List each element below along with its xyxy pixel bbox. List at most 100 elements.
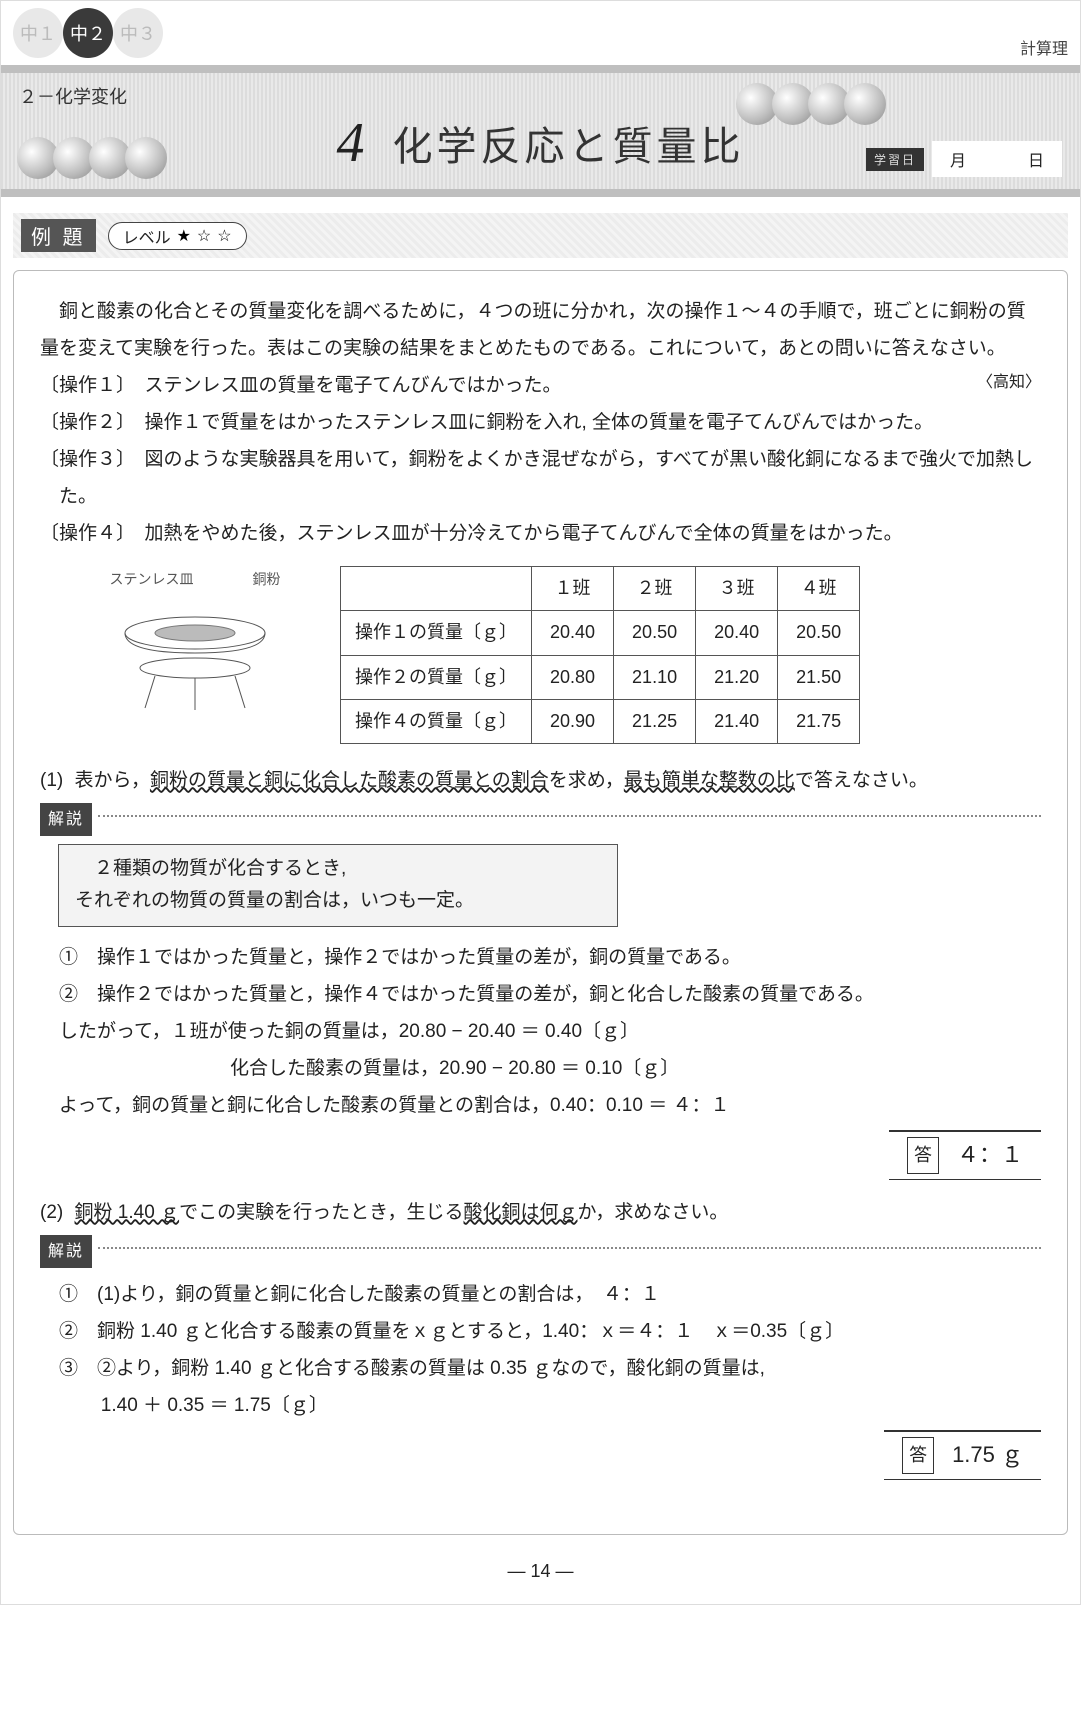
q2-step-1: ① (1)より，銅の質量と銅に化合した酸素の質量との割合は， ４：１ — [40, 1276, 1041, 1313]
star-icon: ★ — [177, 226, 191, 246]
table-header-row: １班 ２班 ３班 ４班 — [341, 567, 860, 611]
q1-step-2: ② 操作２ではかった質量と，操作４ではかった質量の差が，銅と化合した酸素の質量で… — [40, 976, 1041, 1013]
operation-3: 〔操作３〕 図のような実験器具を用いて，銅粉をよくかき混ぜながら，すべてが黒い酸… — [40, 441, 1041, 515]
cell: 21.10 — [614, 655, 696, 699]
q1-text: を求め， — [549, 770, 624, 791]
grade-tabs: 中１ 中２ 中３ — [13, 8, 163, 58]
q1-answer: ４：１ — [957, 1134, 1023, 1177]
table-row: 操作４の質量〔ｇ〕 20.90 21.25 21.40 21.75 — [341, 699, 860, 743]
answer-label: 答 — [902, 1437, 934, 1474]
grade-tab-1[interactable]: 中１ — [13, 8, 63, 58]
chapter-header: ２－化学変化 4 化学反応と質量比 学習日 月 日 — [1, 65, 1080, 197]
explanation-badge: 解説 — [40, 803, 92, 836]
q1-calc-2: 化合した酸素の質量は，20.90 − 20.80 ＝ 0.10〔ｇ〕 — [40, 1050, 1041, 1087]
row-head: 操作２の質量〔ｇ〕 — [341, 655, 532, 699]
row-head: 操作１の質量〔ｇ〕 — [341, 611, 532, 655]
month-label: 月 — [950, 147, 966, 171]
day-label: 日 — [1028, 147, 1044, 171]
q2-step-2: ② 銅粉 1.40 ｇと化合する酸素の質量をｘｇとすると，1.40：ｘ＝４：１ … — [40, 1313, 1041, 1350]
q1-answer-row: 答 ４：１ — [40, 1130, 1041, 1180]
chapter-number: 4 — [337, 111, 365, 175]
q2-underline-2: 酸化銅は何ｇ — [464, 1202, 578, 1223]
level-label: レベル — [123, 224, 171, 248]
decoration-right — [736, 83, 880, 125]
col-header: １班 — [532, 567, 614, 611]
q1-step-1: ① 操作１ではかった質量と，操作２ではかった質量の差が，銅の質量である。 — [40, 939, 1041, 976]
content-card: 銅と酸素の化合とその質量変化を調べるために，４つの班に分かれ，次の操作１～４の手… — [13, 270, 1068, 1535]
q2-text: か，求めなさい。 — [578, 1202, 729, 1223]
table-row: 操作１の質量〔ｇ〕 20.40 20.50 20.40 20.50 — [341, 611, 860, 655]
note-line-2: それぞれの物質の質量の割合は，いつも一定。 — [75, 885, 601, 917]
figure-label-powder: 銅粉 — [253, 566, 281, 593]
mass-table: １班 ２班 ３班 ４班 操作１の質量〔ｇ〕 20.40 20.50 20.40 … — [340, 566, 860, 743]
intro-text: 銅と酸素の化合とその質量変化を調べるために，４つの班に分かれ，次の操作１～４の手… — [40, 301, 1026, 359]
cell: 20.50 — [778, 611, 860, 655]
explanation-badge: 解説 — [40, 1235, 92, 1268]
table-corner — [341, 567, 532, 611]
q1-text: で答えなさい。 — [795, 770, 928, 791]
q1-number: (1) — [40, 770, 69, 791]
question-2: (2) 銅粉 1.40 ｇでこの実験を行ったとき，生じる酸化銅は何ｇか，求めなさ… — [40, 1194, 1041, 1231]
dotted-line — [98, 1247, 1041, 1249]
date-label: 学習日 — [866, 148, 924, 171]
operation-4: 〔操作４〕 加熱をやめた後，ステンレス皿が十分冷えてから電子てんびんで全体の質量… — [40, 515, 1041, 552]
explanation-row: 解説 — [40, 1235, 1041, 1268]
apparatus-icon — [95, 598, 295, 718]
cell: 21.50 — [778, 655, 860, 699]
row-head: 操作４の質量〔ｇ〕 — [341, 699, 532, 743]
q2-answer-box: 答 1.75 ｇ — [884, 1430, 1041, 1480]
example-badge: 例 題 — [21, 219, 96, 252]
page-number: ― 14 ― — [1, 1547, 1080, 1604]
q1-calc-3: よって，銅の質量と銅に化合した酸素の質量との割合は，0.40：0.10 ＝ ４：… — [40, 1087, 1041, 1124]
cell: 20.40 — [696, 611, 778, 655]
cell: 21.75 — [778, 699, 860, 743]
grade-tab-2[interactable]: 中２ — [63, 8, 113, 58]
star-icon: ☆ — [197, 226, 211, 246]
figure-table-row: ステンレス皿 銅粉 １班 ２班 ３班 — [80, 566, 1041, 743]
cell: 21.25 — [614, 699, 696, 743]
col-header: ２班 — [614, 567, 696, 611]
key-point-box: ２種類の物質が化合するとき, それぞれの物質の質量の割合は，いつも一定。 — [58, 844, 618, 927]
q2-answer-row: 答 1.75 ｇ — [40, 1430, 1041, 1480]
q1-answer-box: 答 ４：１ — [889, 1130, 1041, 1180]
date-field[interactable]: 月 日 — [932, 141, 1062, 177]
top-bar: 中１ 中２ 中３ 計算理 — [1, 1, 1080, 59]
q1-underline-2: 最も簡単な整数の比 — [624, 770, 795, 791]
cell: 21.40 — [696, 699, 778, 743]
q2-calc: 1.40 ＋ 0.35 ＝ 1.75〔ｇ〕 — [40, 1387, 1041, 1424]
q1-underline-1: 銅粉の質量と銅に化合した酸素の質量との割合 — [150, 770, 549, 791]
explanation-row: 解説 — [40, 803, 1041, 836]
operations-list: 〔操作１〕 ステンレス皿の質量を電子てんびんではかった。 〔操作２〕 操作１で質… — [40, 367, 1041, 552]
q2-text: でこの実験を行ったとき，生じる — [179, 1202, 463, 1223]
answer-label: 答 — [907, 1137, 939, 1174]
cell: 20.80 — [532, 655, 614, 699]
subject-label: 計算理 — [1020, 7, 1068, 59]
ball-icon — [844, 83, 886, 125]
q2-number: (2) — [40, 1202, 69, 1223]
q1-steps: ① 操作１ではかった質量と，操作２ではかった質量の差が，銅の質量である。 ② 操… — [40, 939, 1041, 1013]
operation-1: 〔操作１〕 ステンレス皿の質量を電子てんびんではかった。 — [40, 367, 1041, 404]
table-row: 操作２の質量〔ｇ〕 20.80 21.10 21.20 21.50 — [341, 655, 860, 699]
q2-answer: 1.75 ｇ — [952, 1434, 1023, 1477]
q2-steps: ① (1)より，銅の質量と銅に化合した酸素の質量との割合は， ４：１ ② 銅粉 … — [40, 1276, 1041, 1387]
cell: 20.40 — [532, 611, 614, 655]
operation-2: 〔操作２〕 操作１で質量をはかったステンレス皿に銅粉を入れ, 全体の質量を電子て… — [40, 404, 1041, 441]
unit-label: ２－化学変化 — [19, 83, 1062, 109]
problem-intro: 銅と酸素の化合とその質量変化を調べるために，４つの班に分かれ，次の操作１～４の手… — [40, 293, 1041, 367]
cell: 21.20 — [696, 655, 778, 699]
worksheet-page: 中１ 中２ 中３ 計算理 ２－化学変化 4 化学反応と質量比 学習日 月 — [0, 0, 1081, 1605]
decoration-left — [17, 137, 161, 179]
apparatus-figure: ステンレス皿 銅粉 — [80, 566, 310, 730]
q2-step-3: ③ ②より，銅粉 1.40 ｇと化合する酸素の質量は 0.35 ｇなので，酸化銅… — [40, 1350, 1041, 1387]
question-1: (1) 表から，銅粉の質量と銅に化合した酸素の質量との割合を求め，最も簡単な整数… — [40, 762, 1041, 799]
q1-calc-1: したがって，１班が使った銅の質量は，20.80 − 20.40 ＝ 0.40〔ｇ… — [40, 1013, 1041, 1050]
cell: 20.50 — [614, 611, 696, 655]
q2-underline-1: 銅粉 1.40 ｇ — [75, 1202, 180, 1223]
grade-tab-3[interactable]: 中３ — [113, 8, 163, 58]
col-header: ４班 — [778, 567, 860, 611]
study-date: 学習日 月 日 — [866, 141, 1062, 177]
note-line-1: ２種類の物質が化合するとき, — [75, 853, 601, 885]
star-icon: ☆ — [217, 226, 231, 246]
ball-icon — [125, 137, 167, 179]
chapter-title: 化学反応と質量比 — [393, 114, 745, 172]
